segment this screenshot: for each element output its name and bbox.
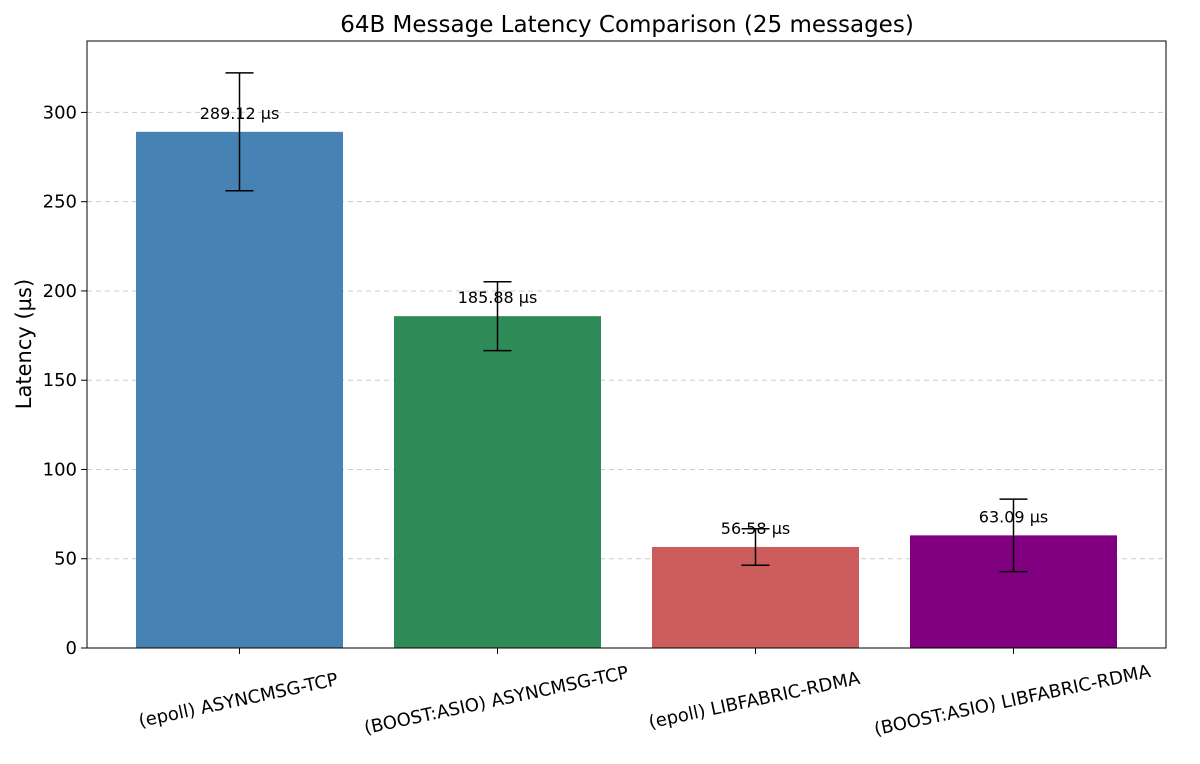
bar <box>394 316 601 648</box>
bar-value-label: 56.58 µs <box>721 519 790 538</box>
x-category-label: (epoll) LIBFABRIC-RDMA <box>647 668 863 733</box>
bar <box>136 131 343 649</box>
x-category-label: (BOOST:ASIO) LIBFABRIC-RDMA <box>872 661 1153 740</box>
bars <box>136 131 1117 649</box>
bar-value-label: 63.09 µs <box>979 507 1048 526</box>
bar-value-label: 185.88 µs <box>458 288 538 307</box>
y-tick-label: 100 <box>43 459 77 480</box>
data-labels: 289.12 µs 185.88 µs 56.58 µs 63.09 µs <box>200 104 1049 538</box>
chart-title: 64B Message Latency Comparison (25 messa… <box>340 12 914 38</box>
y-tick-label: 150 <box>43 370 77 391</box>
plot-frame <box>86 40 1167 649</box>
error-bars <box>225 72 1028 573</box>
y-axis-label: Latency (µs) <box>12 279 36 409</box>
y-tick-label: 250 <box>43 192 77 213</box>
y-tick-label: 0 <box>66 638 77 659</box>
x-category-label: (epoll) ASYNCMSG-TCP <box>137 669 340 732</box>
y-tick-label: 300 <box>43 102 77 123</box>
x-category-label: (BOOST:ASIO) ASYNCMSG-TCP <box>362 662 630 739</box>
y-tick-label: 200 <box>43 281 77 302</box>
bar-value-label: 289.12 µs <box>200 104 280 123</box>
y-tick-label: 50 <box>54 549 77 570</box>
